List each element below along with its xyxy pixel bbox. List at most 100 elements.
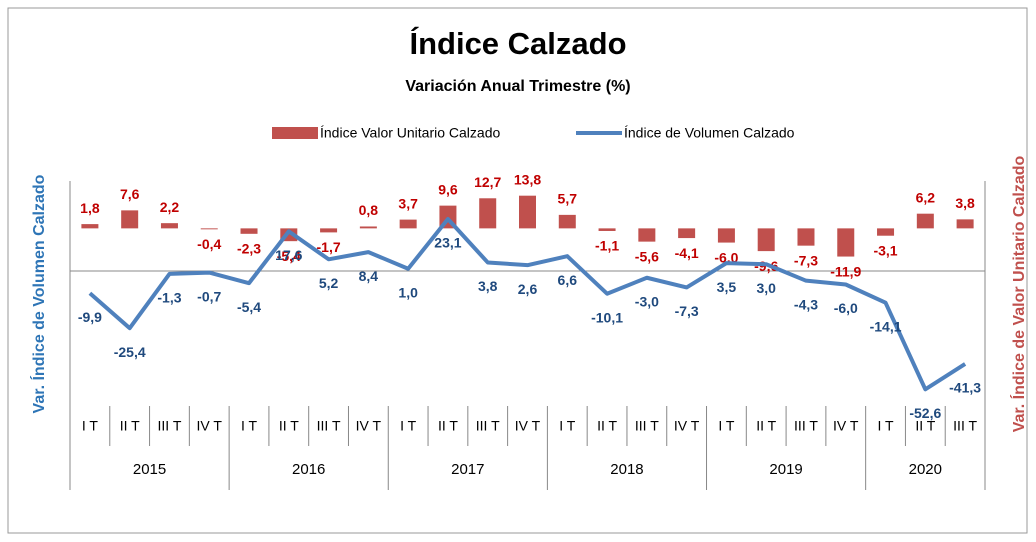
bar: [598, 228, 616, 231]
line-value-label: -0,7: [197, 288, 221, 304]
bar: [519, 195, 536, 229]
bar-value-label: -5,4: [277, 248, 301, 264]
bar-value-label: 0,8: [359, 202, 379, 218]
x-tick-label: I T: [718, 418, 735, 434]
bar: [638, 228, 656, 242]
bar-value-label: -2,3: [237, 241, 261, 257]
line-value-label: 23,1: [434, 235, 461, 251]
line-value-label: 17,6: [275, 247, 302, 263]
line-value-label: 2,6: [518, 281, 538, 297]
legend-label: Índice de Volumen Calzado: [624, 125, 795, 141]
bar-value-label: -7,3: [794, 252, 818, 268]
bar: [797, 228, 815, 246]
y2-axis-title: Var. Índice de Valor Unitario Calzado: [1009, 156, 1028, 433]
bar-value-label: -3,1: [873, 242, 897, 258]
bar: [916, 213, 934, 229]
line-value-label: -9,9: [78, 309, 102, 325]
x-tick-label: III T: [317, 418, 341, 434]
bar-value-label: -4,1: [675, 245, 699, 261]
bar-value-label: 1,8: [80, 200, 100, 216]
bar: [359, 226, 377, 229]
bar-value-label: 3,8: [955, 195, 975, 211]
bar-value-label: -1,1: [595, 238, 619, 254]
x-tick-label: III T: [158, 418, 182, 434]
bar: [837, 228, 855, 257]
line-value-label: -5,4: [237, 299, 261, 315]
x-tick-label: II T: [120, 418, 140, 434]
group-label: 2019: [769, 461, 802, 478]
x-tick-label: II T: [915, 418, 935, 434]
bar-value-label: 5,7: [558, 191, 578, 207]
bar: [757, 228, 775, 252]
x-tick-label: IV T: [197, 418, 223, 434]
bar-value-label: -1,7: [317, 239, 341, 255]
x-tick-label: IV T: [833, 418, 859, 434]
line-value-label: -52,6: [909, 405, 941, 421]
group-label: 2017: [451, 461, 484, 478]
x-tick-label: I T: [82, 418, 99, 434]
bar-value-label: 7,6: [120, 186, 140, 202]
line-value-label: 5,2: [319, 275, 339, 291]
bar-value-label: 2,2: [160, 199, 180, 215]
line-value-label: -7,3: [675, 303, 699, 319]
bar-value-label: 3,7: [398, 195, 418, 211]
bar: [240, 228, 258, 234]
x-tick-label: I T: [878, 418, 895, 434]
bar-value-label: 6,2: [916, 189, 936, 205]
x-tick-label: IV T: [356, 418, 382, 434]
x-tick-label: III T: [794, 418, 818, 434]
bar: [956, 219, 974, 229]
x-tick-label: I T: [559, 418, 576, 434]
chart-title: Índice Calzado: [409, 26, 626, 61]
bar-value-label: -5,6: [635, 248, 659, 264]
x-tick-label: II T: [438, 418, 458, 434]
bar: [160, 223, 178, 229]
line-value-label: 1,0: [398, 284, 418, 300]
line-value-label: -4,3: [794, 296, 818, 312]
chart-subtitle: Variación Anual Trimestre (%): [405, 78, 630, 95]
bar-value-label: -0,4: [197, 236, 221, 252]
bar: [877, 228, 895, 236]
line: [88, 217, 967, 392]
line-value-label: -41,3: [949, 380, 981, 396]
bar-value-label: 13,8: [514, 171, 541, 187]
line-value-label: 3,0: [756, 280, 776, 296]
bar: [320, 228, 338, 233]
bar: [717, 228, 735, 243]
line-value-label: -25,4: [114, 344, 146, 360]
line-value-label: -14,1: [870, 318, 902, 334]
group-label: 2016: [292, 461, 325, 478]
bar-value-label: 12,7: [474, 174, 501, 190]
line-value-label: 3,5: [717, 279, 737, 295]
line-value-label: -10,1: [591, 309, 623, 325]
line-value-label: -6,0: [834, 300, 858, 316]
bar: [200, 228, 218, 230]
x-tick-label: IV T: [515, 418, 541, 434]
y-axis-title: Var. Índice de Volumen Calzado: [29, 174, 48, 413]
group-label: 2020: [909, 461, 942, 478]
line-value-label: 3,8: [478, 278, 498, 294]
legend-label: Índice Valor Unitario Calzado: [320, 125, 500, 141]
line-value-label: -3,0: [635, 293, 659, 309]
x-tick-label: II T: [597, 418, 617, 434]
x-tick-label: II T: [279, 418, 299, 434]
bar: [479, 198, 497, 229]
bar-value-label: -11,9: [830, 263, 861, 279]
line-value-label: 6,6: [558, 272, 578, 288]
x-tick-label: III T: [476, 418, 500, 434]
bar: [399, 219, 417, 229]
bar: [121, 210, 139, 229]
bar: [678, 228, 696, 239]
x-tick-label: IV T: [674, 418, 700, 434]
legend-swatch: [272, 127, 318, 139]
group-label: 2018: [610, 461, 643, 478]
x-tick-label: III T: [635, 418, 659, 434]
x-tick-label: I T: [241, 418, 258, 434]
bar: [81, 224, 99, 229]
x-tick-label: II T: [756, 418, 776, 434]
bar: [558, 214, 576, 229]
line-value-label: -1,3: [157, 290, 181, 306]
bar-value-label: -6,0: [714, 249, 738, 265]
x-tick-label: III T: [953, 418, 977, 434]
